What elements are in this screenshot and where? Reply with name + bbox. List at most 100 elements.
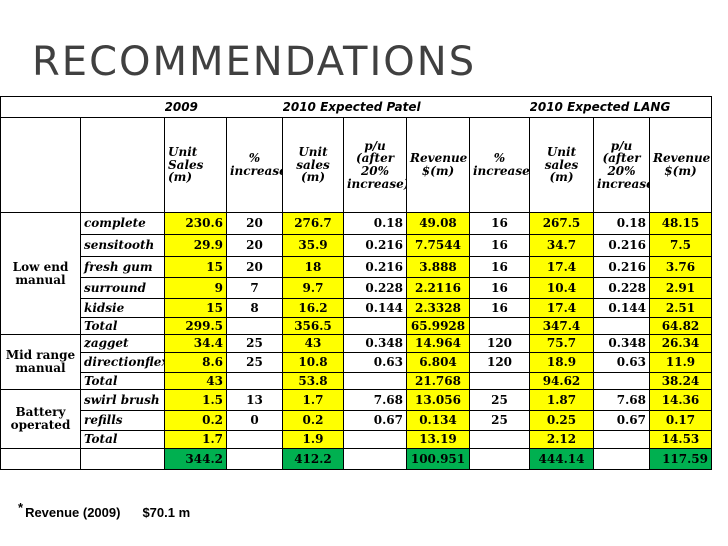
lang-unit-sales: 75.7 xyxy=(529,334,594,353)
lang-revenue: 64.82 xyxy=(649,317,712,335)
table-row: sensitooth 29.9 20 35.9 0.216 7.7544 16 34.7 0.2… xyxy=(1,234,712,257)
lang-pct-increase xyxy=(469,430,530,449)
table-row: Mid range manual zagget 34.4 25 43 0.348 14.96… xyxy=(0,334,712,390)
patel-revenue: 14.964 xyxy=(406,334,470,353)
patel-pct-increase xyxy=(226,317,283,335)
lang-revenue: 2.51 xyxy=(649,298,712,318)
lang-pct-increase: 16 xyxy=(469,212,530,235)
lang-pct-increase: 25 xyxy=(469,410,530,431)
patel-revenue: 49.08 xyxy=(406,212,470,235)
product-name: sensitooth xyxy=(80,234,165,257)
group-label-low-end: Low end manual xyxy=(0,212,81,335)
unit-sales-2009: 43 xyxy=(164,372,227,390)
lang-price-per-unit: 0.144 xyxy=(593,298,650,318)
lang-price-per-unit: 0.18 xyxy=(593,212,650,235)
product-name: fresh gum xyxy=(80,256,165,278)
patel-price-per-unit: 7.68 xyxy=(343,389,407,411)
lang-price-per-unit: 7.68 xyxy=(593,389,650,411)
patel-price-per-unit: 0.228 xyxy=(343,277,407,299)
lang-unit-sales: 17.4 xyxy=(529,256,594,278)
patel-unit-sales: 0.2 xyxy=(282,410,344,431)
lang-revenue: 11.9 xyxy=(649,352,712,373)
patel-unit-sales: 10.8 xyxy=(282,352,344,373)
patel-price-per-unit: 0.216 xyxy=(343,256,407,278)
lang-pct-increase: 25 xyxy=(469,389,530,411)
table-row: Battery operated swirl brush 1.5 13 1.7 7.68 1… xyxy=(0,389,712,449)
lang-unit-sales: 34.7 xyxy=(529,234,594,257)
grand-total-blank-3 xyxy=(226,448,283,470)
lang-price-per-unit xyxy=(593,430,650,449)
lang-unit-sales: 0.25 xyxy=(529,410,594,431)
table-row: fresh gum 15 20 18 0.216 3.888 16 17.4 0.216 3.76 xyxy=(1,256,712,278)
patel-pct-increase: 13 xyxy=(226,389,283,411)
footnote: * Revenue (2009) $70.1 m xyxy=(18,500,191,520)
patel-price-per-unit xyxy=(343,430,407,449)
header-unit-sales-2009: Unit Sales (m) xyxy=(164,117,227,213)
patel-price-per-unit xyxy=(343,372,407,390)
patel-revenue: 2.3328 xyxy=(406,298,470,318)
table-row: Low end manual complete 230.6 20 276.7 0.18 49… xyxy=(0,212,712,335)
recommendations-table: 2009 2010 Expected Patel 2010 Expected L… xyxy=(0,96,712,470)
patel-unit-sales: 1.9 xyxy=(282,430,344,449)
lang-pct-increase: 16 xyxy=(469,234,530,257)
patel-price-per-unit: 0.348 xyxy=(343,334,407,353)
grand-total-blank-4 xyxy=(343,448,407,470)
lang-revenue: 3.76 xyxy=(649,256,712,278)
lang-price-per-unit xyxy=(593,372,650,390)
header-row-columns: Unit Sales (m) % increase Unit sales (m)… xyxy=(0,117,712,213)
header-pct-increase-patel: % increase xyxy=(226,117,283,213)
patel-revenue: 6.804 xyxy=(406,352,470,373)
header-2009: 2009 xyxy=(164,96,283,118)
product-name: refills xyxy=(80,410,165,431)
patel-price-per-unit: 0.67 xyxy=(343,410,407,431)
header-revenue-patel: Revenue $(m) xyxy=(406,117,470,213)
lang-pct-increase: 16 xyxy=(469,298,530,318)
footnote-star: * xyxy=(18,500,24,515)
unit-sales-2009: 1.5 xyxy=(164,389,227,411)
product-name: kidsie xyxy=(80,298,165,318)
header-pu-lang: p/u (after 20% increase) xyxy=(593,117,650,213)
lang-price-per-unit: 0.67 xyxy=(593,410,650,431)
patel-revenue: 13.056 xyxy=(406,389,470,411)
lang-revenue: 14.36 xyxy=(649,389,712,411)
lang-price-per-unit: 0.228 xyxy=(593,277,650,299)
patel-revenue: 13.19 xyxy=(406,430,470,449)
grand-total-lang-revenue: 117.59 xyxy=(649,448,712,470)
lang-pct-increase xyxy=(469,372,530,390)
grand-total-blank-2 xyxy=(80,448,165,470)
patel-unit-sales: 35.9 xyxy=(282,234,344,257)
footnote-value: $70.1 m xyxy=(142,505,191,520)
patel-revenue: 65.9928 xyxy=(406,317,470,335)
grand-total-blank-6 xyxy=(593,448,650,470)
product-name: surround xyxy=(80,277,165,299)
patel-pct-increase: 20 xyxy=(226,212,283,235)
product-name: directionflex xyxy=(80,352,165,373)
lang-unit-sales: 1.87 xyxy=(529,389,594,411)
product-name: zagget xyxy=(80,334,165,353)
lang-price-per-unit: 0.216 xyxy=(593,234,650,257)
header-expected-patel: 2010 Expected Patel xyxy=(282,96,530,118)
patel-unit-sales: 356.5 xyxy=(282,317,344,335)
header-row-years: 2009 2010 Expected Patel 2010 Expected L… xyxy=(0,96,712,118)
patel-price-per-unit xyxy=(343,317,407,335)
header-pct-increase-lang: % increase xyxy=(469,117,530,213)
lang-price-per-unit: 0.348 xyxy=(593,334,650,353)
grand-total-blank-5 xyxy=(469,448,530,470)
lang-unit-sales: 10.4 xyxy=(529,277,594,299)
patel-pct-increase: 8 xyxy=(226,298,283,318)
lang-revenue: 2.91 xyxy=(649,277,712,299)
lang-revenue: 14.53 xyxy=(649,430,712,449)
unit-sales-2009: 0.2 xyxy=(164,410,227,431)
unit-sales-2009: 8.6 xyxy=(164,352,227,373)
patel-pct-increase: 7 xyxy=(226,277,283,299)
grand-total-row: 344.2 412.2 100.951 444.14 117.59 xyxy=(0,448,712,470)
patel-pct-increase: 25 xyxy=(226,334,283,353)
unit-sales-2009: 1.7 xyxy=(164,430,227,449)
unit-sales-2009: 34.4 xyxy=(164,334,227,353)
unit-sales-2009: 9 xyxy=(164,277,227,299)
lang-unit-sales: 2.12 xyxy=(529,430,594,449)
product-name: Total xyxy=(80,372,165,390)
lang-unit-sales: 347.4 xyxy=(529,317,594,335)
table-row: Total 1.7 1.9 13.19 2.12 14.53 xyxy=(1,430,712,449)
table-row: refills 0.2 0 0.2 0.67 0.134 25 0.25 0.67 0.17 xyxy=(1,410,712,431)
